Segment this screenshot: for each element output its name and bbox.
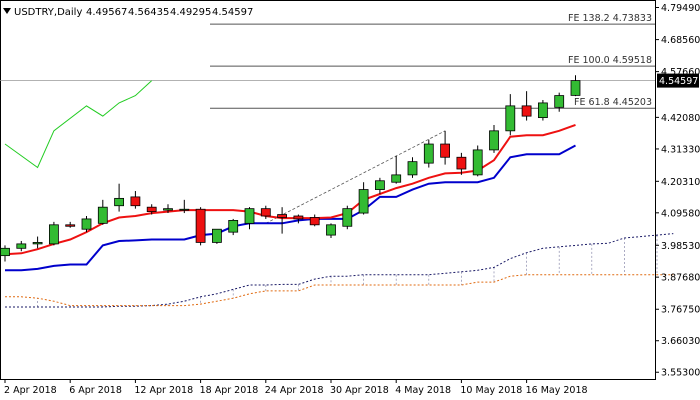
y-tick-label: 3.76750 [661,305,700,316]
bull-candle[interactable] [554,95,565,108]
bull-candle[interactable] [374,180,385,190]
fibonacci-expansion-levels: FE 138.2 4.73833 FE 100.0 4.59518 FE 61.8 … [0,13,655,109]
bull-candle[interactable] [391,174,402,183]
x-tick-label: 4 May 2018 [395,385,451,396]
y-tick-label: 3.66030 [661,336,700,347]
symbol-label: USDTRY,Daily [14,7,82,18]
bear-candle[interactable] [260,208,271,217]
y-tick-label: 4.42080 [661,113,700,124]
bull-candle[interactable] [16,243,27,249]
bull-candle[interactable] [114,197,124,207]
trendline [265,130,446,224]
y-tick-label: 4.79490 [661,3,700,14]
x-tick-label: 2 Apr 2018 [4,385,57,396]
bear-candle[interactable] [195,208,206,243]
y-tick-label: 4.31330 [661,144,700,155]
candlestick-series [0,75,581,262]
price-axis: 4.79490 4.68560 4.57660 4.42080 4.31330 4.203… [655,3,700,379]
price-badge-bg [657,73,699,88]
x-tick-label: 18 Apr 2018 [200,385,259,396]
ohlc-close: 4.54597 [212,7,253,18]
ohlc-low: 4.49295 [170,7,211,18]
x-tick-label: 10 May 2018 [460,385,522,396]
bull-candle[interactable] [342,208,353,227]
x-tick-label: 16 May 2018 [526,385,588,396]
price-badge-label: 4.54597 [659,76,698,87]
y-tick-label: 4.57660 [661,67,700,78]
bull-candle[interactable] [505,105,516,132]
bull-candle[interactable] [81,218,92,230]
fib-level-label: FE 61.8 4.45203 [574,97,652,108]
bull-candle[interactable] [570,80,581,96]
ichimoku-cloud [5,233,674,308]
bull-candle[interactable] [358,189,369,214]
x-tick-label: 6 Apr 2018 [69,385,122,396]
bull-candle[interactable] [489,130,499,151]
y-tick-label: 4.09580 [661,208,700,219]
x-tick-label: 24 Apr 2018 [265,385,324,396]
bull-candle[interactable] [179,208,190,211]
trendline-dashed[interactable] [265,130,446,224]
y-tick-label: 3.87680 [661,273,700,284]
y-tick-label: 4.68560 [661,35,700,46]
bull-candle[interactable] [0,247,10,257]
ohlc-high: 4.56435 [128,7,169,18]
bull-candle[interactable] [244,208,255,224]
bull-candle[interactable] [472,149,483,176]
bull-candle[interactable] [49,224,59,245]
current-price-badge: 4.54597 [657,73,699,88]
x-tick-label: 30 Apr 2018 [330,385,389,396]
bear-candle[interactable] [277,214,288,218]
fib-level-label: FE 100.0 4.59518 [568,55,652,66]
bull-candle[interactable] [228,220,239,233]
plot-frame [0,0,656,380]
bull-candle[interactable] [163,208,173,211]
kijun-sen-line [5,144,576,272]
ohlc-open: 4.49567 [86,7,127,18]
bull-candle[interactable] [211,228,222,243]
bull-candle[interactable] [326,224,336,236]
bull-candle[interactable] [407,161,418,176]
bear-candle[interactable] [293,215,304,220]
bull-candle[interactable] [32,242,43,245]
bear-candle[interactable] [440,143,451,158]
fib-level-label: FE 138.2 4.73833 [568,13,652,24]
senkou-span-b-line [5,274,674,307]
bull-candle[interactable] [538,102,548,119]
dropdown-triangle-icon[interactable] [3,8,11,14]
x-tick-label: 12 Apr 2018 [134,385,193,396]
bear-candle[interactable] [456,156,467,170]
y-tick-label: 4.20310 [661,177,700,188]
time-axis: 2 Apr 2018 6 Apr 2018 12 Apr 2018 18 Apr 20… [4,379,588,396]
bear-candle[interactable] [130,196,141,207]
chart-header: USDTRY,Daily 4.49567 4.56435 4.49295 4.5… [3,7,253,18]
bull-candle[interactable] [423,143,434,164]
y-tick-label: 3.98530 [661,241,700,252]
bear-candle[interactable] [65,224,76,227]
bear-candle[interactable] [146,206,157,212]
chikou-span-line [4,80,153,169]
senkou-span-a-line [5,233,674,308]
y-tick-label: 3.55300 [661,368,700,379]
bear-candle[interactable] [521,105,532,117]
bull-candle[interactable] [97,206,108,224]
bear-candle[interactable] [309,217,320,226]
